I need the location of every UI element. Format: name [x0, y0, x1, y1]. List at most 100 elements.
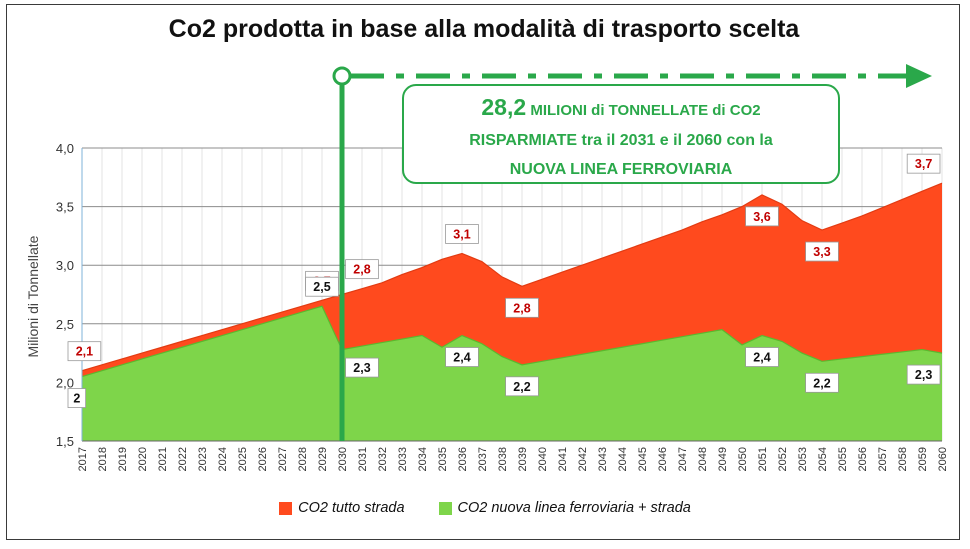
x-tick-label: 2030: [337, 447, 349, 471]
x-tick-label: 2025: [237, 447, 249, 471]
x-tick-label: 2040: [537, 447, 549, 471]
data-label-box: [67, 388, 87, 408]
data-label: 2,8: [353, 263, 370, 277]
x-tick-label: 2020: [137, 447, 149, 471]
x-tick-label: 2022: [177, 447, 189, 471]
x-tick-label: 2035: [437, 447, 449, 471]
x-tick-label: 2027: [277, 447, 289, 471]
x-tick-label: 2055: [837, 447, 849, 471]
data-label: 2,2: [813, 376, 830, 390]
chart-legend: CO2 tutto strada CO2 nuova linea ferrovi…: [0, 500, 970, 516]
x-tick-label: 2024: [217, 447, 229, 471]
x-tick-label: 2059: [917, 447, 929, 471]
x-tick-label: 2060: [937, 447, 949, 471]
data-label-box: [906, 153, 941, 174]
legend-swatch-road: [279, 501, 293, 515]
x-tick-label: 2056: [857, 447, 869, 471]
x-tick-label: 2036: [457, 447, 469, 471]
x-tick-label: 2037: [477, 447, 489, 471]
data-label-box: [445, 224, 479, 244]
series-rail-area: [82, 306, 942, 441]
y-tick-label: 2,0: [56, 375, 74, 390]
data-label-box: [67, 341, 102, 362]
y-tick-label: 3,0: [56, 258, 74, 273]
x-tick-label: 2047: [677, 447, 689, 471]
data-label: 2,8: [513, 301, 530, 315]
x-tick-label: 2054: [817, 447, 829, 471]
x-tick-label: 2041: [557, 447, 569, 471]
data-label-box: [805, 241, 839, 262]
x-tick-label: 2049: [717, 447, 729, 471]
legend-item-rail: CO2 nuova linea ferroviaria + strada: [438, 500, 691, 516]
x-tick-label: 2057: [877, 447, 889, 471]
x-tick-label: 2051: [757, 447, 769, 471]
data-label: 2,4: [753, 351, 770, 365]
data-label-box: [745, 347, 779, 367]
data-label: 2,5: [313, 280, 330, 294]
x-tick-label: 2039: [517, 447, 529, 471]
x-tick-label: 2034: [417, 447, 429, 471]
savings-line-2: RISPARMIATE tra il 2031 e il 2060 con la: [469, 132, 773, 149]
x-tick-label: 2026: [257, 447, 269, 471]
x-tick-label: 2031: [357, 447, 369, 471]
x-tick-label: 2021: [157, 447, 169, 471]
data-label-box: [805, 372, 839, 393]
x-tick-label: 2044: [617, 447, 629, 471]
legend-label-rail: CO2 nuova linea ferroviaria + strada: [457, 500, 691, 516]
savings-number: 28,2: [481, 94, 527, 120]
x-tick-label: 2038: [497, 447, 509, 471]
data-label-box: [745, 206, 779, 227]
x-tick-label: 2050: [737, 447, 749, 471]
data-label: 2,2: [513, 380, 530, 394]
future-arrow-head: [906, 64, 932, 88]
x-tick-label: 2023: [197, 447, 209, 471]
data-label-box: [345, 357, 379, 378]
series-road-line: [81, 182, 943, 372]
data-label: 2,4: [453, 351, 470, 365]
data-label-box: [445, 347, 479, 367]
x-tick-label: 2045: [637, 447, 649, 471]
data-label-box: [345, 259, 379, 280]
x-tick-label: 2052: [777, 447, 789, 471]
x-tick-label: 2028: [297, 447, 309, 471]
x-tick-label: 2058: [897, 447, 909, 471]
y-tick-label: 1,5: [56, 434, 74, 449]
y-tick-label: 2,5: [56, 317, 74, 332]
x-tick-label: 2053: [797, 447, 809, 471]
legend-item-road: CO2 tutto strada: [279, 500, 405, 516]
series-rail-line: [81, 305, 943, 378]
x-tick-label: 2029: [317, 447, 329, 471]
y-axis-title: Milioni di Tonnellate: [25, 235, 41, 357]
data-label: 2,3: [353, 361, 370, 375]
y-tick-label: 4,0: [56, 141, 74, 156]
x-tick-label: 2048: [697, 447, 709, 471]
data-label-box: [505, 297, 539, 318]
data-label: 3,6: [753, 210, 770, 224]
x-tick-label: 2017: [77, 447, 89, 471]
data-label: 2,1: [76, 345, 93, 359]
savings-callout: 28,2 MILIONI di TONNELLATE di CO2 RISPAR…: [402, 84, 840, 184]
data-label: 2,3: [915, 368, 932, 382]
legend-label-road: CO2 tutto strada: [298, 500, 405, 516]
data-label: 2: [73, 392, 80, 406]
chart-title: Co2 prodotta in base alla modalità di tr…: [168, 15, 800, 43]
data-label: 3,7: [915, 157, 932, 171]
x-tick-label: 2032: [377, 447, 389, 471]
data-label-box: [305, 276, 339, 297]
data-label: 3,1: [453, 227, 470, 241]
x-tick-label: 2043: [597, 447, 609, 471]
marker-dot: [332, 66, 352, 86]
y-tick-label: 3,5: [56, 200, 74, 215]
x-tick-label: 2046: [657, 447, 669, 471]
x-tick-label: 2019: [117, 447, 129, 471]
data-label: 3,3: [813, 245, 830, 259]
x-tick-label: 2033: [397, 447, 409, 471]
data-label-box: [505, 376, 539, 397]
x-tick-label: 2042: [577, 447, 589, 471]
x-tick-label: 2018: [97, 447, 109, 471]
legend-swatch-rail: [438, 501, 452, 515]
savings-line-3: NUOVA LINEA FERROVIARIA: [509, 161, 733, 178]
data-label-box: [906, 364, 941, 385]
savings-line-1: MILIONI di TONNELLATE di CO2: [530, 102, 761, 119]
